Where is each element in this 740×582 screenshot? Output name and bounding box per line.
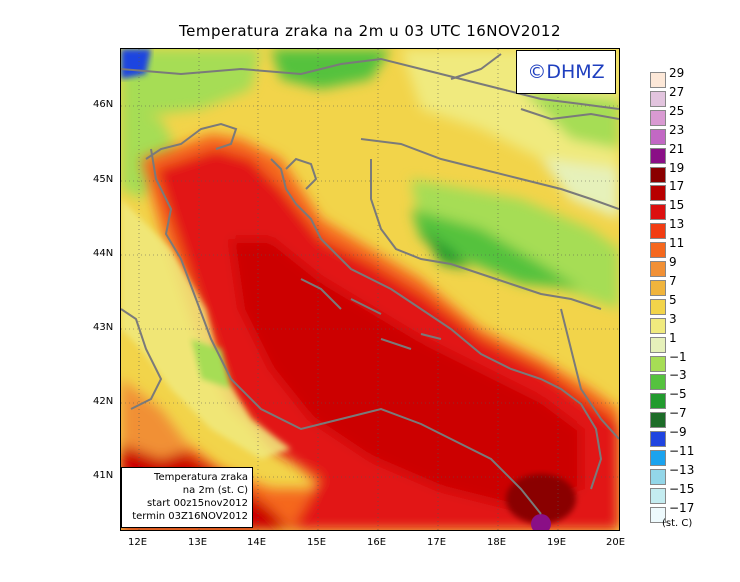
legend-swatch — [650, 468, 666, 485]
legend-swatch — [650, 431, 666, 448]
legend-swatch — [650, 72, 666, 88]
legend-label: 9 — [669, 255, 677, 269]
legend-swatch — [650, 317, 666, 334]
legend-swatch — [650, 374, 666, 391]
lat-label-43n: 43N — [93, 322, 114, 333]
temperature-field — [121, 49, 619, 530]
lat-label-46n: 46N — [93, 99, 114, 110]
legend-swatch — [650, 185, 666, 202]
legend-label: −13 — [669, 462, 695, 477]
legend-units: (st. C) — [662, 518, 693, 529]
lat-label-42n: 42N — [93, 396, 114, 407]
legend-swatch — [650, 128, 666, 145]
legend-swatch — [650, 279, 666, 296]
legend-label: 15 — [669, 198, 685, 213]
legend-swatch — [650, 242, 666, 259]
lon-label-14e: 14E — [247, 537, 267, 548]
temperature-map — [120, 48, 620, 531]
legend-label: −7 — [669, 406, 687, 421]
legend-label: 23 — [669, 122, 685, 137]
lat-label-44n: 44N — [93, 248, 114, 259]
legend-label: 1 — [669, 330, 677, 345]
lon-label-20e: 20E — [606, 537, 626, 548]
legend-swatch — [650, 223, 666, 240]
legend-swatch — [650, 90, 666, 107]
legend-label: −3 — [669, 368, 687, 383]
legend-swatch — [650, 166, 666, 183]
lon-label-15e: 15E — [307, 537, 327, 548]
legend-label: 21 — [669, 141, 685, 156]
legend-swatch — [650, 487, 666, 504]
legend-label: 19 — [669, 160, 685, 175]
legend-label: 11 — [669, 236, 685, 251]
legend-label: 7 — [669, 273, 677, 288]
lon-label-13e: 13E — [188, 537, 208, 548]
legend-label: −11 — [669, 444, 695, 458]
legend-label: 3 — [669, 311, 677, 326]
dhmz-copyright: ©DHMZ — [516, 50, 616, 94]
legend-label: 5 — [669, 292, 677, 307]
legend-swatch — [650, 204, 666, 221]
legend-swatch — [650, 506, 666, 523]
info-line-1: Temperatura zraka — [154, 472, 248, 483]
legend-swatch — [650, 355, 666, 372]
lon-label-18e: 18E — [487, 537, 507, 548]
lon-label-12e: 12E — [128, 537, 148, 548]
map-title: Temperatura zraka na 2m u 03 UTC 16NOV20… — [178, 22, 561, 40]
legend-label: 29 — [669, 66, 685, 80]
lat-label-41n: 41N — [93, 470, 114, 481]
legend-swatch — [650, 109, 666, 126]
lon-label-17e: 17E — [427, 537, 447, 548]
legend-swatch — [650, 450, 666, 466]
legend-swatch — [650, 261, 666, 277]
legend-label: −15 — [669, 481, 695, 496]
info-line-2: na 2m (st. C) — [182, 485, 248, 496]
info-box: Temperatura zraka na 2m (st. C) start 00… — [121, 467, 253, 528]
lat-label-45n: 45N — [93, 174, 114, 185]
legend-label: −1 — [669, 349, 687, 364]
info-line-4: termin 03Z16NOV2012 — [132, 511, 248, 522]
legend-swatch — [650, 147, 666, 164]
legend-label: 27 — [669, 84, 685, 99]
lon-label-16e: 16E — [367, 537, 387, 548]
legend-swatch — [650, 336, 666, 353]
legend-label: 25 — [669, 103, 685, 118]
info-line-3: start 00z15nov2012 — [147, 498, 248, 509]
lon-label-19e: 19E — [547, 537, 567, 548]
legend-label: −5 — [669, 387, 687, 402]
legend-label: 13 — [669, 217, 685, 232]
legend-swatch — [650, 412, 666, 429]
legend-swatch — [650, 298, 666, 315]
legend-label: −17 — [669, 500, 695, 515]
legend-label: −9 — [669, 425, 687, 440]
legend-swatch — [650, 393, 666, 410]
legend-label: 17 — [669, 179, 685, 194]
